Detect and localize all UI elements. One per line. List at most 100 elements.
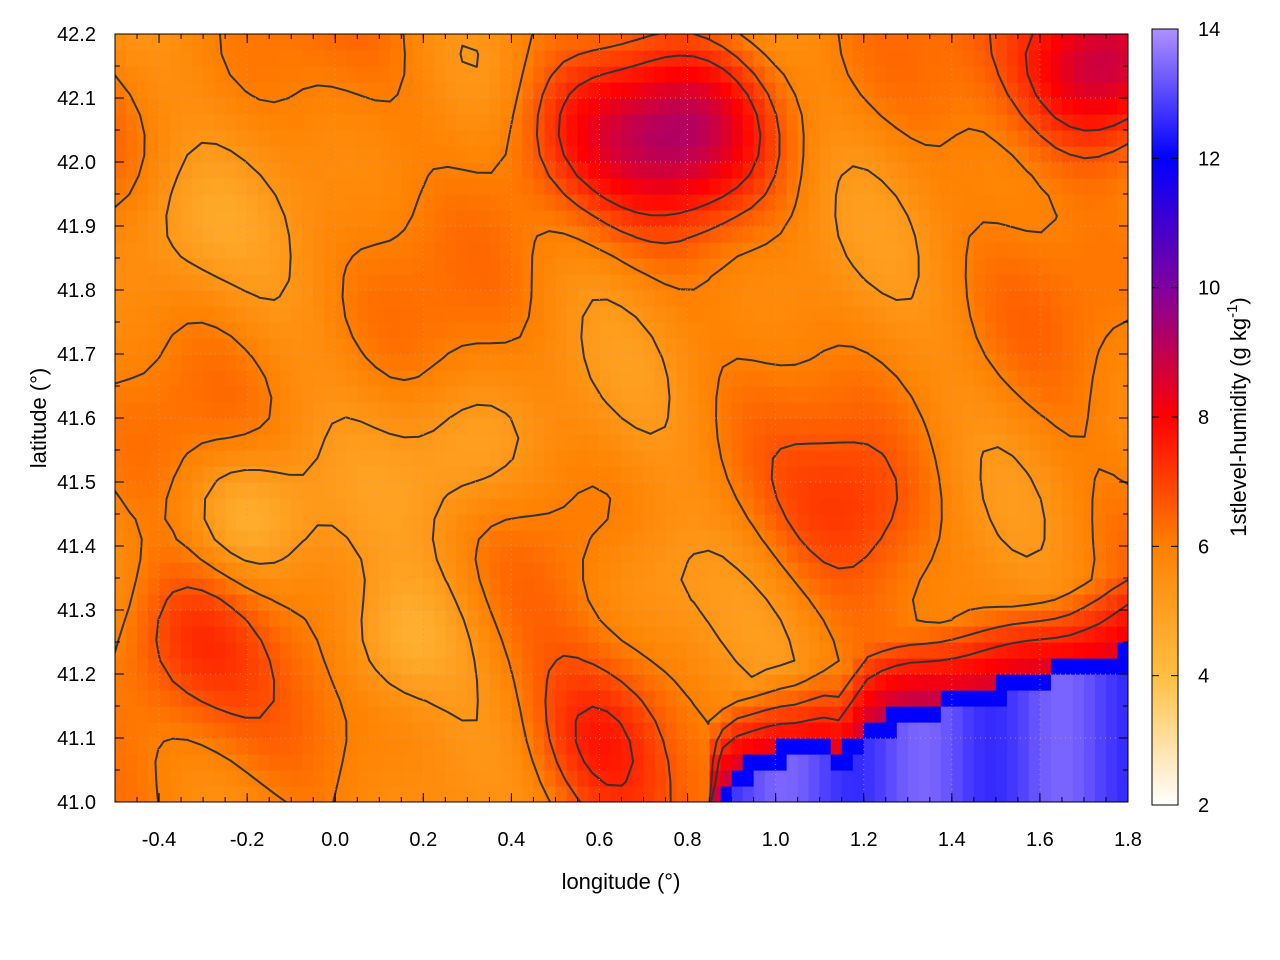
heat-cell [214, 626, 226, 643]
heat-cell [390, 706, 402, 723]
heat-cell [533, 50, 546, 67]
heat-cell [1094, 466, 1107, 483]
heat-cell [368, 338, 380, 355]
heat-cell [896, 690, 909, 707]
heat-cell [1061, 226, 1074, 243]
heat-cell [379, 546, 391, 563]
heat-cell [137, 690, 149, 707]
heat-cell [137, 770, 149, 787]
heat-cell [489, 418, 501, 435]
heat-cell [841, 274, 854, 291]
heat-cell [687, 770, 700, 787]
heat-cell [742, 450, 755, 467]
heat-cell [973, 546, 986, 563]
heat-cell [610, 50, 623, 67]
heat-cell [291, 402, 303, 419]
heat-cell [434, 66, 446, 83]
heat-cell [247, 658, 259, 675]
heat-cell [1061, 50, 1074, 67]
heat-cell [984, 386, 997, 403]
heat-cell [192, 130, 204, 147]
heat-cell [775, 402, 788, 419]
heat-cell [456, 354, 468, 371]
heat-cell [709, 482, 722, 499]
heat-cell [1028, 466, 1041, 483]
heat-cell [852, 130, 865, 147]
heat-cell [390, 418, 402, 435]
heat-cell [764, 626, 777, 643]
heat-cell [357, 34, 369, 51]
heat-cell [489, 210, 501, 227]
colorbar-tick-label: 10 [1198, 278, 1220, 300]
heat-cell [368, 242, 380, 259]
heat-cell [346, 98, 358, 115]
heat-cell [412, 754, 424, 771]
heat-cell [852, 562, 865, 579]
heat-cell [830, 722, 843, 739]
heat-cell [819, 530, 832, 547]
heat-cell [709, 674, 722, 691]
heat-cell [302, 306, 314, 323]
heat-cell [236, 306, 248, 323]
heat-cell [489, 786, 501, 802]
heat-cell [995, 418, 1008, 435]
heat-cell [390, 466, 402, 483]
heat-cell [313, 418, 325, 435]
colorbar-label: 1stlevel-humidity (g kg-1) [1224, 297, 1251, 537]
heat-cell [1028, 370, 1041, 387]
heat-cell [390, 546, 402, 563]
heat-cell [676, 706, 689, 723]
heat-cell [731, 482, 744, 499]
heat-cell [335, 706, 347, 723]
heat-cell [478, 130, 490, 147]
heat-cell [423, 706, 435, 723]
heat-cell [929, 338, 942, 355]
heat-cell [445, 82, 457, 99]
heat-cell [533, 738, 546, 755]
heat-cell [379, 498, 391, 515]
heat-cell [423, 482, 435, 499]
heat-cell [445, 754, 457, 771]
heat-cell [302, 642, 314, 659]
heat-cell [467, 370, 479, 387]
heat-cell [302, 786, 314, 802]
heat-cell [214, 482, 226, 499]
heat-cell [159, 434, 171, 451]
heat-cell [995, 786, 1008, 802]
heat-cell [885, 466, 898, 483]
heat-cell [555, 754, 568, 771]
heat-cell [731, 258, 744, 275]
heat-cell [159, 642, 171, 659]
heat-cell [412, 354, 424, 371]
heat-cell [335, 338, 347, 355]
heat-cell [698, 482, 711, 499]
heat-cell [390, 754, 402, 771]
heat-cell [643, 242, 656, 259]
heat-cell [676, 306, 689, 323]
heat-cell [1083, 354, 1096, 371]
heat-cell [181, 770, 193, 787]
heat-cell [1017, 658, 1030, 675]
heat-cell [1072, 514, 1085, 531]
heat-cell [313, 82, 325, 99]
heat-cell [852, 722, 865, 739]
heat-cell [588, 210, 601, 227]
heat-cell [599, 530, 612, 547]
heat-cell [258, 50, 270, 67]
heat-cell [1050, 322, 1063, 339]
heat-cell [830, 594, 843, 611]
heat-cell [709, 274, 722, 291]
heat-cell [1006, 530, 1019, 547]
heat-cell [643, 466, 656, 483]
heat-cell [236, 562, 248, 579]
heat-cell [731, 98, 744, 115]
heat-cell [698, 706, 711, 723]
heat-cell [951, 386, 964, 403]
heat-cell [720, 594, 733, 611]
heat-cell [115, 98, 127, 115]
heat-cell [698, 626, 711, 643]
heat-cell [632, 610, 645, 627]
heat-cell [214, 786, 226, 802]
heat-cell [291, 498, 303, 515]
heat-cell [632, 370, 645, 387]
